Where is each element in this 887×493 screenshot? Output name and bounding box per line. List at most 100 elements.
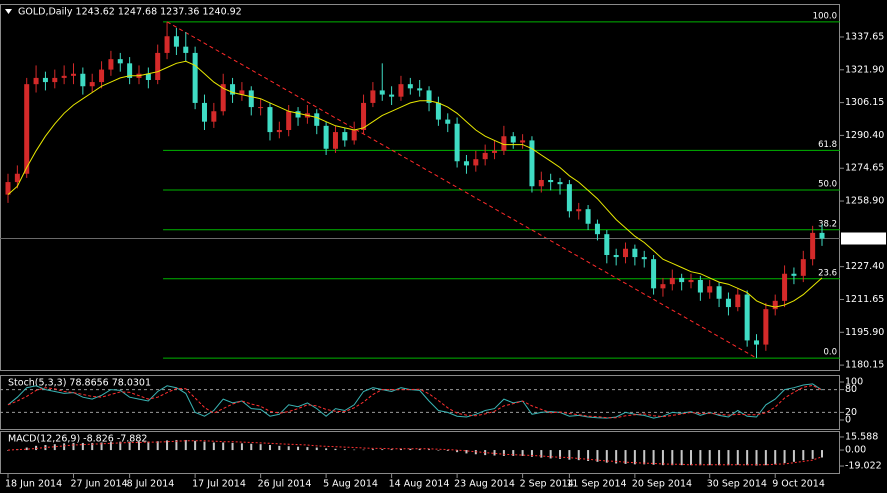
macd-bar: [792, 450, 795, 462]
macd-bar: [240, 443, 243, 451]
candle-body: [164, 36, 170, 53]
y-tick-label: 1258.90: [845, 196, 884, 207]
macd-bar: [175, 439, 178, 451]
macd-bar: [727, 450, 730, 466]
macd-bar: [755, 450, 758, 466]
fib-label: 23.6: [818, 268, 837, 278]
macd-bar: [418, 448, 421, 451]
macd-bar: [119, 441, 122, 451]
candle-body: [61, 75, 67, 78]
macd-bar: [231, 442, 234, 451]
macd-bar: [81, 442, 84, 451]
candle-body: [492, 150, 498, 153]
x-tick-label: 8 Jul 2014: [127, 479, 175, 490]
candle-body: [314, 113, 320, 126]
candle-body: [239, 90, 245, 95]
candle-body: [772, 300, 778, 310]
x-tick-label: 5 Aug 2014: [323, 479, 378, 490]
candle-body: [351, 130, 357, 141]
macd-bar: [399, 448, 402, 451]
macd-bar: [325, 448, 328, 451]
candle-body: [108, 59, 114, 70]
main-panel: [0, 4, 840, 371]
candle-body: [669, 277, 675, 285]
menu-triangle[interactable]: [5, 9, 12, 14]
candle-body: [220, 84, 226, 112]
stoch-title: Stoch(5,3,3) 78.8656 78.0301: [8, 378, 151, 389]
macd-bar: [371, 449, 374, 451]
macd-bar: [222, 442, 225, 451]
x-tick-label: 17 Jul 2014: [192, 479, 246, 490]
y-tick-label: 1211.65: [845, 294, 884, 305]
candle-body: [117, 59, 123, 64]
macd-bar: [512, 450, 515, 456]
x-tick-label: 11 Sep 2014: [566, 479, 626, 490]
macd-bar: [428, 449, 431, 451]
x-tick-label: 23 Aug 2014: [454, 479, 515, 490]
candle-body: [155, 52, 161, 80]
macd-bar: [652, 450, 655, 465]
candle-body: [819, 232, 825, 239]
macd-bar: [661, 450, 664, 466]
macd-bar: [493, 450, 496, 456]
candle-body: [286, 111, 292, 130]
candle-body: [473, 159, 479, 166]
macd-bar: [306, 447, 309, 451]
candle-body: [276, 130, 282, 133]
macd-bar: [718, 450, 721, 466]
macd-bar: [615, 450, 618, 464]
candle-body: [389, 94, 395, 97]
candle-body: [323, 125, 329, 149]
macd-bar: [278, 445, 281, 451]
candle-body: [379, 90, 385, 95]
y-tick-label: 1180.15: [845, 360, 884, 371]
candle-body: [660, 284, 666, 289]
y-tick-label: 100: [845, 377, 863, 388]
candle-body: [501, 136, 507, 151]
fib-label: 50.0: [818, 180, 837, 190]
candle-body: [716, 286, 722, 299]
last-price-label: 1240.92: [844, 233, 883, 244]
macd-bar: [690, 450, 693, 466]
candle-body: [800, 259, 806, 276]
candle-body: [14, 173, 20, 183]
candle-body: [435, 102, 441, 120]
macd-bar: [156, 441, 159, 451]
macd-bar: [605, 450, 608, 463]
candle-body: [417, 88, 423, 91]
candle-body: [99, 69, 105, 83]
candle-body: [230, 84, 236, 95]
macd-bar: [353, 449, 356, 451]
macd-bar: [783, 450, 786, 464]
macd-bar: [250, 443, 253, 451]
macd-bar: [268, 445, 271, 451]
x-tick-label: 9 Oct 2014: [772, 479, 825, 490]
y-tick-label: 1195.90: [845, 327, 884, 338]
candle-body: [735, 294, 741, 308]
candle-body: [744, 294, 750, 341]
macd-bar: [643, 450, 646, 465]
fib-label: 100.0: [813, 11, 837, 21]
candle-body: [576, 209, 582, 212]
candle-body: [585, 209, 591, 224]
trend-line: [166, 21, 757, 359]
macd-bar: [7, 450, 9, 451]
candle-body: [688, 280, 694, 283]
candle-body: [707, 286, 713, 293]
macd-bar: [456, 450, 459, 453]
macd-bar: [774, 450, 777, 465]
macd-bar: [446, 450, 449, 451]
macd-bar: [259, 444, 262, 451]
macd-bar: [577, 450, 580, 461]
fib-label: 38.2: [818, 219, 837, 229]
macd-bar: [465, 450, 468, 454]
candle-body: [192, 52, 198, 103]
y-tick-label: 1274.65: [845, 163, 884, 174]
stoch-line: [7, 383, 823, 419]
last-price-box: [841, 232, 886, 245]
candle-body: [52, 77, 58, 83]
macd-bar: [343, 449, 346, 451]
